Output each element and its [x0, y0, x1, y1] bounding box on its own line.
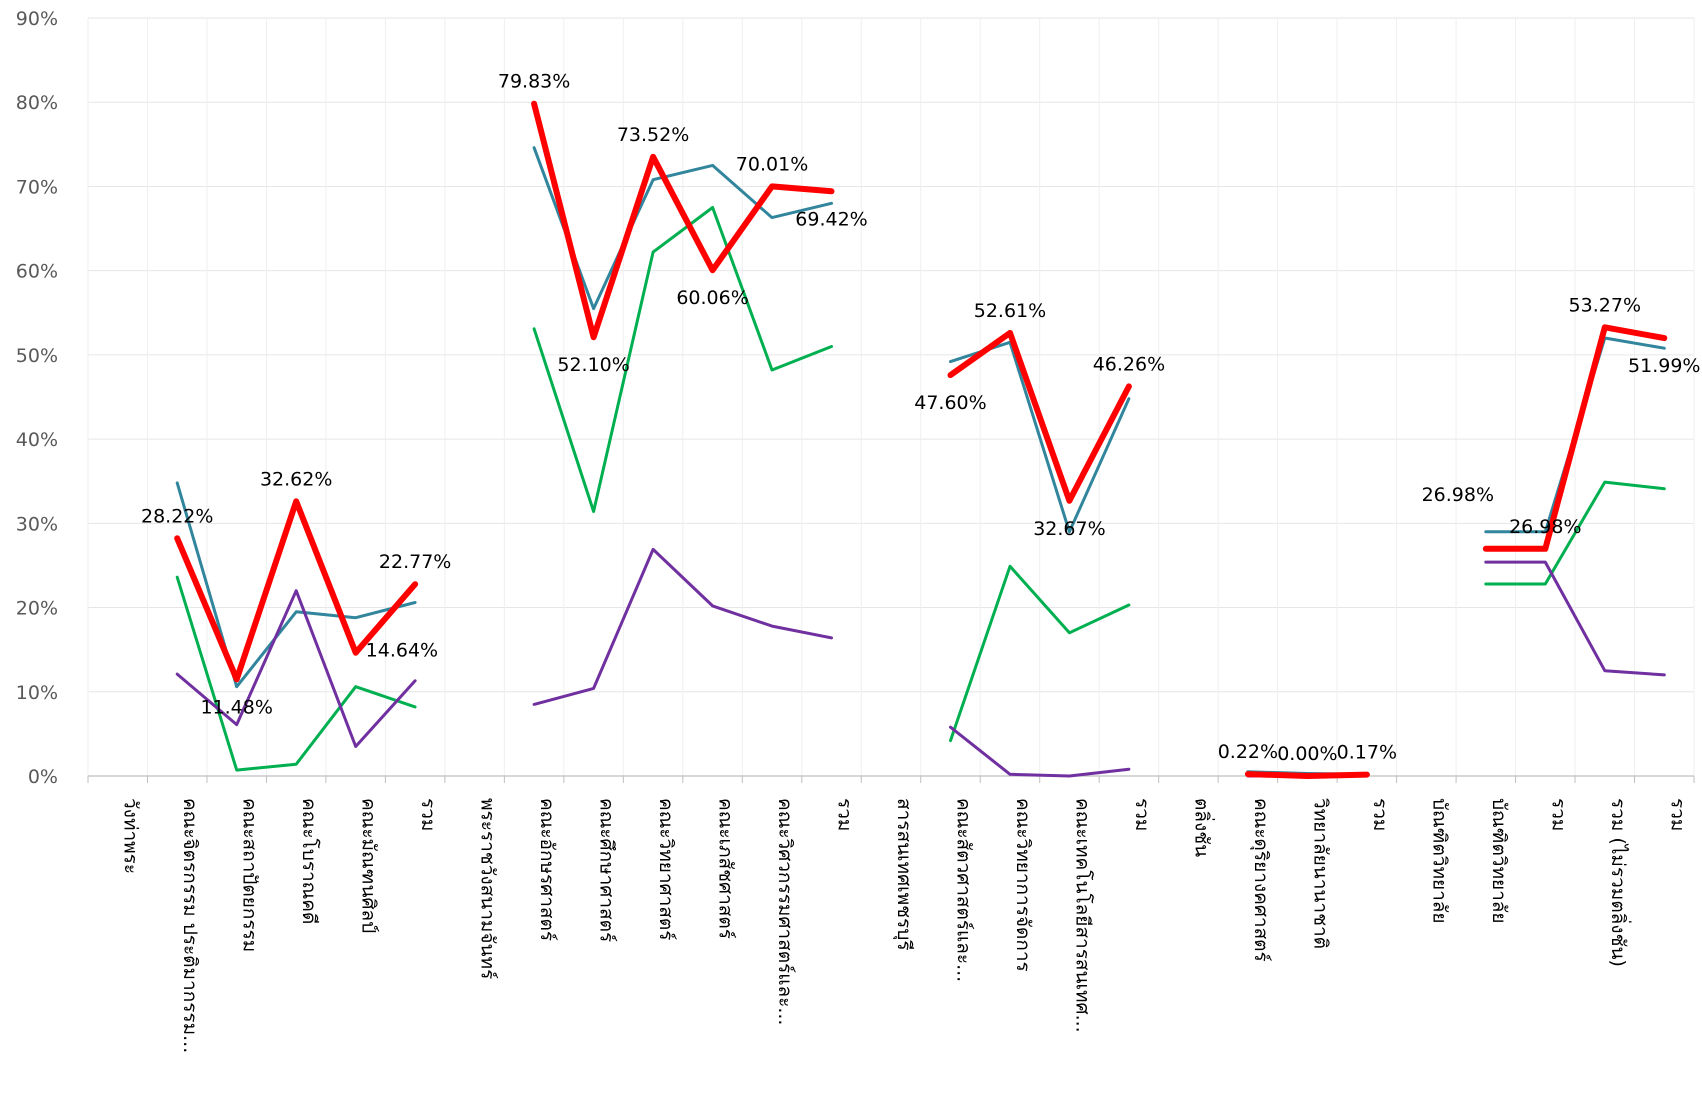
x-tick-label: สารสนเทศเพชรบุรี [892, 798, 915, 951]
y-tick-label: 10% [16, 682, 58, 704]
series-line-2 [175, 206, 1666, 778]
x-tick-label: รวม [417, 798, 439, 831]
data-label: 70.01% [736, 153, 808, 175]
data-label: 11.48% [200, 696, 272, 718]
data-labels: 28.22% 11.48% 32.62% 14.64% 22.77% 79.83% 52.1… [141, 71, 1700, 765]
x-tick-label: บัณฑิตวิทยาลัย [1428, 798, 1450, 924]
data-label: 32.62% [260, 468, 332, 490]
series-line-4 [174, 100, 1668, 779]
x-tick-label: รวม [1131, 798, 1153, 831]
data-label: 47.60% [914, 392, 986, 414]
x-tick-label: คณะวิทยาการจัดการ [1012, 798, 1034, 972]
data-label: 14.64% [366, 640, 438, 662]
data-label: 26.98% [1422, 484, 1494, 506]
y-tick-label: 90% [16, 8, 58, 30]
x-tick-label: พระราชวังสนามจันทร์ [477, 798, 499, 979]
data-label: 0.00% [1277, 743, 1337, 765]
x-tick-label: คณะศึกษาศาสตร์ [596, 798, 618, 942]
y-tick-label: 60% [16, 261, 58, 283]
x-tick-label: คณะเภสัชศาสตร์ [715, 798, 737, 939]
data-label: 73.52% [617, 124, 689, 146]
x-tick-label: รวม (ไม่รวมตลิ่งชัน) [1607, 798, 1632, 967]
gridlines [87, 17, 1695, 776]
data-label: 60.06% [676, 287, 748, 309]
y-tick-label: 30% [16, 513, 58, 535]
x-tick-label: คณะอักษรศาสตร์ [536, 798, 558, 941]
data-label: 26.98% [1509, 516, 1581, 538]
x-tick-label: คณะสัตวศาสตร์และ... [952, 798, 974, 982]
x-tick-label: รวม [1369, 798, 1391, 831]
data-label: 52.10% [557, 354, 629, 376]
x-tick-label: วังท่าพระ [120, 798, 142, 874]
series-line-3 [175, 547, 1666, 778]
data-label: 69.42% [795, 208, 867, 230]
data-label: 52.61% [974, 300, 1046, 322]
x-tick-label: คณะโบราณคดี [298, 798, 321, 924]
data-label: 79.83% [498, 71, 570, 93]
data-label: 53.27% [1569, 294, 1641, 316]
data-label: 0.17% [1337, 742, 1397, 764]
data-label: 32.67% [1033, 518, 1105, 540]
data-label: 51.99% [1628, 355, 1700, 377]
series-line-1 [175, 146, 1666, 776]
data-label: 28.22% [141, 505, 213, 527]
x-tick-label: บัณฑิตวิทยาลัย [1488, 798, 1510, 924]
data-label: 0.22% [1218, 741, 1278, 763]
x-tick-label: รวม [834, 798, 856, 831]
axes: 0% 10% 20% 30% 40% 50% 60% 70% 80% 90% วังท่าพระ คณ… [16, 8, 1695, 1053]
x-tick-label: วิทยาลัยนานาชาติ [1309, 798, 1331, 949]
x-tick-label: คณะจิตรกรรม ประติมากรรม... [179, 798, 201, 1053]
series-lines [174, 100, 1668, 779]
x-tick-label: รวม [1666, 798, 1688, 831]
y-tick-label: 80% [16, 92, 58, 114]
y-tick-label: 20% [16, 598, 58, 620]
y-tick-label: 40% [16, 429, 58, 451]
data-label: 46.26% [1093, 353, 1165, 375]
x-tick-label: คณะสถาปัตยกรรม [239, 798, 261, 952]
data-label: 22.77% [379, 551, 451, 573]
x-tick-label: ตลิ่งชัน [1190, 798, 1215, 857]
x-tick-label: คณะมัณฑนศิลป์ [358, 798, 380, 933]
x-tick-label: คณะดุริยางคศาสตร์ [1249, 798, 1272, 962]
x-tick-label: คณะวิทยาศาสตร์ [655, 798, 677, 940]
x-tick-label: คณะเทคโนโลยีสารสนเทศ... [1071, 798, 1094, 1033]
x-tick-label: รวม [1547, 798, 1569, 831]
y-tick-label: 70% [16, 176, 58, 198]
y-tick-label: 50% [16, 345, 58, 367]
x-tick-label: คณะวิศวกรรมศาสตร์และ... [774, 798, 796, 1025]
y-tick-label: 0% [28, 766, 58, 788]
